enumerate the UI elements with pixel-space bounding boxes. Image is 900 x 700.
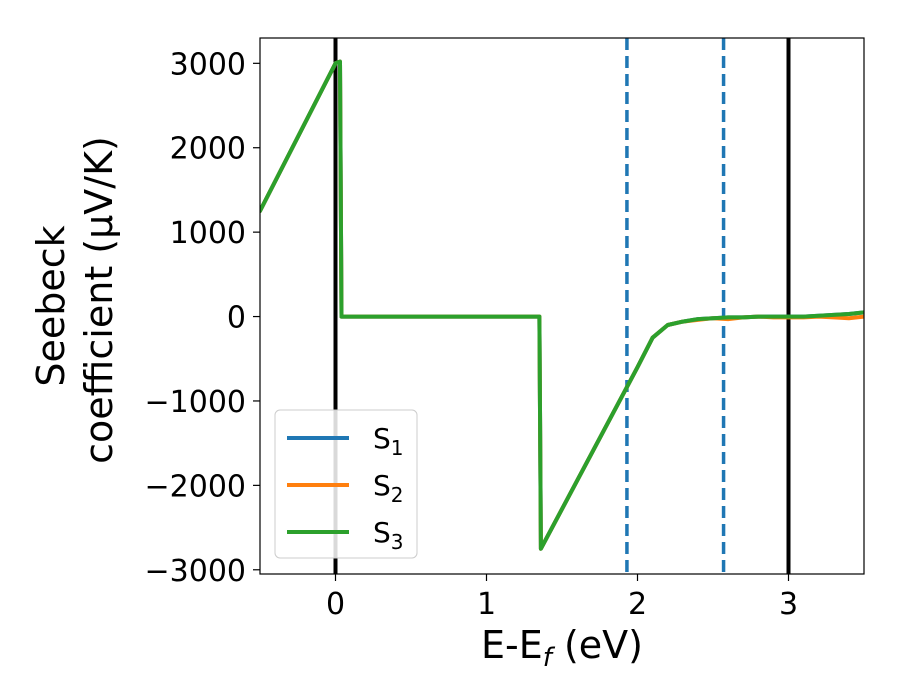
y-axis-title-line1: Seebeck [29,225,73,386]
x-tick-label: 3 [779,587,798,622]
y-axis: −3000 −2000 −1000 0 1000 2000 3000 [145,47,260,589]
legend-label-1: S1 [373,422,404,460]
y-tick-label: −3000 [145,554,246,589]
plot-frame [259,37,865,575]
y-tick-label: 1000 [170,216,246,251]
legend: S1 S2 S3 [274,409,418,559]
x-axis: 0 1 2 3 [326,574,798,622]
x-tick-label: 1 [477,587,496,622]
y-tick-label: 2000 [170,132,246,167]
y-axis-title: Seebeck coefficient (μV/K) [29,136,121,464]
x-tick-label: 0 [326,587,345,622]
y-tick-label: 0 [227,301,246,336]
y-tick-label: 3000 [170,47,246,82]
y-tick-label: −2000 [145,469,246,504]
y-axis-title-line2: coefficient (μV/K) [77,136,121,464]
series-line-3 [260,59,864,551]
x-axis-title: E-Ef (eV) [481,623,643,673]
legend-label-2: S2 [373,469,404,507]
y-tick-label: −1000 [145,385,246,420]
series-lines [260,59,864,551]
x-tick-label: 2 [628,587,647,622]
legend-label-3: S3 [373,516,404,554]
